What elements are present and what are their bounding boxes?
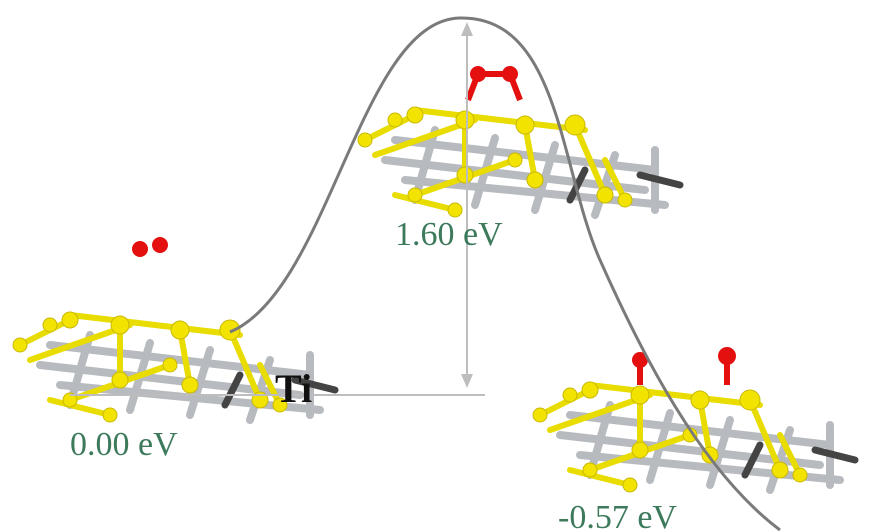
oxygen-dissociated: [632, 347, 736, 385]
atom-label: Ti: [275, 366, 312, 411]
energy-label: -0.57 eV: [558, 499, 677, 532]
oxygen-molecule: [132, 237, 168, 257]
energy-label: 1.60 eV: [395, 216, 503, 253]
energy-label: 0.00 eV: [70, 426, 178, 463]
oxygen-adsorbed-ts: [468, 66, 520, 100]
diagram: Ti 1.60 eV 0.00 eV -0.57 eV: [0, 0, 869, 532]
transition-structure: [358, 107, 680, 217]
page: Ti 1.60 eV 0.00 eV -0.57 eV (() => { con…: [0, 0, 869, 532]
